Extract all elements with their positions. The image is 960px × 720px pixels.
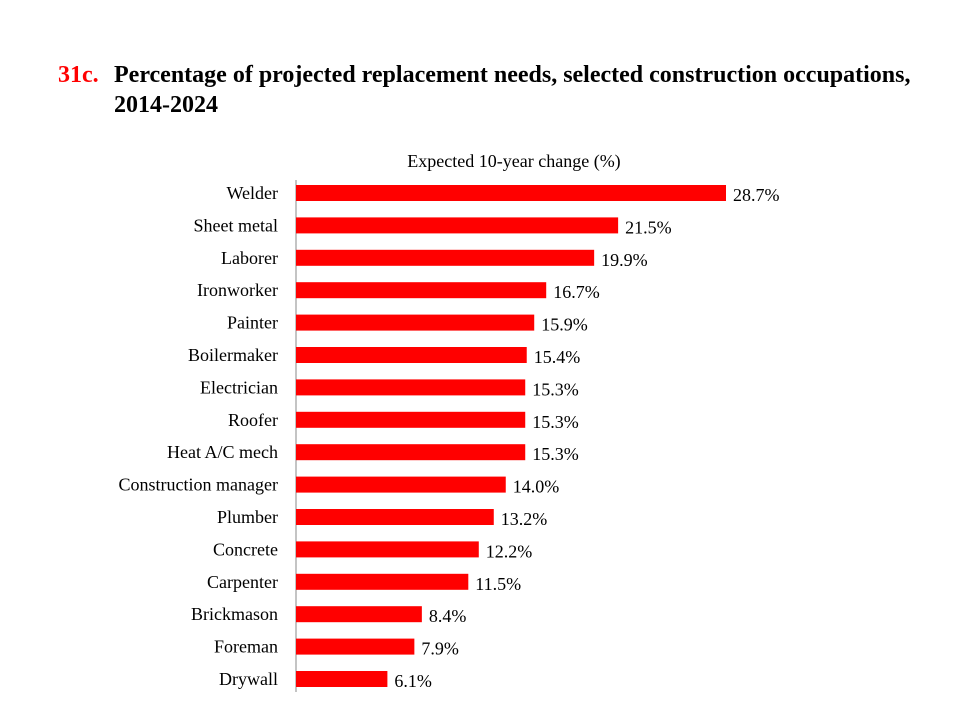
category-label: Welder [226, 183, 278, 203]
data-label: 15.9% [541, 315, 588, 335]
data-label: 8.4% [429, 606, 467, 626]
category-label: Roofer [228, 410, 278, 430]
chart-title-text: Percentage of projected replacement need… [114, 62, 911, 118]
data-label: 15.4% [534, 347, 581, 367]
category-label: Plumber [217, 507, 278, 527]
data-label: 15.3% [532, 379, 579, 399]
category-label: Sheet metal [194, 215, 278, 235]
bar [296, 476, 506, 493]
bar [296, 249, 595, 266]
bar [296, 282, 547, 299]
category-label: Brickmason [191, 604, 278, 624]
category-label: Heat A/C mech [167, 442, 278, 462]
bar [296, 638, 415, 655]
category-label: Laborer [221, 248, 278, 268]
category-label: Electrician [200, 377, 278, 397]
data-label: 15.3% [532, 444, 579, 464]
bar [296, 411, 526, 428]
chart-number: 31c. [58, 62, 99, 88]
data-label: 12.2% [486, 541, 533, 561]
bar [296, 379, 526, 396]
bar [296, 185, 726, 201]
data-label: 15.3% [532, 412, 579, 432]
category-label: Ironworker [197, 280, 278, 300]
data-label: 7.9% [421, 639, 459, 659]
bar [296, 671, 388, 687]
bar [296, 217, 619, 234]
category-label: Foreman [214, 637, 278, 657]
x-axis-title: Expected 10-year change (%) [407, 151, 620, 172]
category-label: Concrete [213, 539, 278, 559]
bar-group: Welder 28.7% Sheet metal 21.5% Laborer 19.9% I… [119, 183, 780, 691]
chart-title: 31c. Percentage of projected replacement… [58, 60, 918, 120]
data-label: 13.2% [501, 509, 547, 529]
data-label: 16.7% [553, 282, 600, 302]
bar [296, 541, 479, 558]
data-label: 21.5% [625, 217, 672, 237]
data-label: 19.9% [601, 250, 648, 270]
bar [296, 444, 526, 461]
category-label: Carpenter [207, 572, 278, 592]
data-label: 14.0% [513, 477, 560, 497]
bar [296, 314, 535, 331]
category-label: Boilermaker [188, 345, 278, 365]
category-label: Construction manager [119, 475, 278, 495]
bar [296, 347, 527, 363]
category-label: Painter [227, 313, 278, 333]
bar [296, 606, 422, 623]
bar [296, 509, 494, 525]
data-label: 6.1% [394, 671, 432, 691]
category-label: Drywall [219, 669, 278, 689]
bar [296, 573, 469, 590]
data-label: 11.5% [475, 574, 521, 594]
data-label: 28.7% [733, 185, 780, 205]
